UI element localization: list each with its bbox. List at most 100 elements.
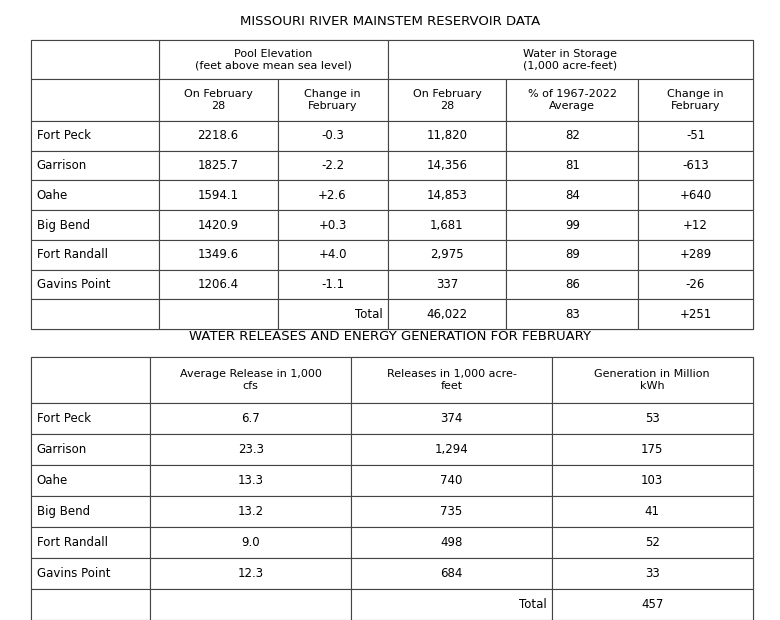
Bar [159, 299, 278, 329]
Bar [351, 403, 552, 434]
Text: Oahe: Oahe [37, 189, 68, 202]
Text: MISSOURI RIVER MAINSTEM RESERVOIR DATA: MISSOURI RIVER MAINSTEM RESERVOIR DATA [240, 16, 540, 28]
Bar [506, 240, 638, 270]
Bar [351, 356, 552, 403]
Text: 23.3: 23.3 [238, 443, 264, 456]
Bar [31, 79, 159, 121]
Bar [151, 356, 351, 403]
Bar [31, 356, 753, 620]
Text: Big Bend: Big Bend [37, 219, 90, 231]
Bar [506, 121, 638, 151]
Bar [159, 151, 278, 180]
Bar [506, 299, 638, 329]
Bar [31, 465, 151, 496]
Bar [31, 240, 159, 270]
Text: 84: 84 [565, 189, 580, 202]
Text: 1,294: 1,294 [434, 443, 468, 456]
Bar [506, 151, 638, 180]
Bar [31, 40, 159, 79]
Bar [151, 496, 351, 527]
Bar [388, 40, 753, 79]
Bar [552, 558, 753, 589]
Bar [638, 79, 753, 121]
Text: Fort Randall: Fort Randall [37, 536, 108, 549]
Text: Garrison: Garrison [37, 159, 87, 172]
Bar [278, 79, 388, 121]
Text: Oahe: Oahe [37, 474, 68, 487]
Text: 83: 83 [565, 308, 580, 321]
Text: Average Release in 1,000
cfs: Average Release in 1,000 cfs [179, 369, 321, 391]
Bar [351, 465, 552, 496]
Bar [638, 151, 753, 180]
Text: +289: +289 [679, 249, 711, 261]
Text: Fort Peck: Fort Peck [37, 412, 90, 425]
Text: 33: 33 [645, 567, 660, 580]
Bar [388, 299, 506, 329]
Text: +251: +251 [679, 308, 711, 321]
Bar [278, 151, 388, 180]
Text: 1349.6: 1349.6 [197, 249, 239, 261]
Bar [151, 589, 351, 620]
Bar [159, 180, 278, 210]
Bar [388, 151, 506, 180]
Bar [159, 270, 278, 299]
Text: On February
28: On February 28 [184, 89, 253, 110]
Text: WATER RELEASES AND ENERGY GENERATION FOR FEBRUARY: WATER RELEASES AND ENERGY GENERATION FOR… [189, 330, 591, 342]
Text: 457: 457 [641, 598, 664, 611]
Bar [278, 210, 388, 240]
Text: 337: 337 [436, 278, 458, 291]
Bar [552, 434, 753, 465]
Bar [159, 79, 278, 121]
Text: 11,820: 11,820 [427, 130, 467, 142]
Text: Releases in 1,000 acre-
feet: Releases in 1,000 acre- feet [387, 369, 516, 391]
Text: -2.2: -2.2 [321, 159, 344, 172]
Bar [638, 180, 753, 210]
Text: +12: +12 [683, 219, 708, 231]
Bar [552, 403, 753, 434]
Text: On February
28: On February 28 [413, 89, 481, 110]
Bar [159, 40, 388, 79]
Text: 740: 740 [440, 474, 463, 487]
Text: 498: 498 [440, 536, 463, 549]
Bar [278, 121, 388, 151]
Bar [638, 299, 753, 329]
Bar [552, 589, 753, 620]
Text: -0.3: -0.3 [321, 130, 344, 142]
Bar [31, 527, 151, 558]
Text: 46,022: 46,022 [427, 308, 467, 321]
Bar [506, 79, 638, 121]
Bar [31, 270, 159, 299]
Bar [351, 558, 552, 589]
Text: Change in
February: Change in February [304, 89, 361, 110]
Bar [31, 558, 151, 589]
Text: Garrison: Garrison [37, 443, 87, 456]
Bar [31, 210, 159, 240]
Text: 6.7: 6.7 [241, 412, 260, 425]
Bar [31, 151, 159, 180]
Bar [351, 527, 552, 558]
Bar [278, 270, 388, 299]
Bar [638, 240, 753, 270]
Text: +0.3: +0.3 [318, 219, 347, 231]
Bar [159, 240, 278, 270]
Text: 89: 89 [565, 249, 580, 261]
Text: 735: 735 [441, 505, 463, 518]
Bar [278, 299, 388, 329]
Bar [388, 270, 506, 299]
Bar [388, 240, 506, 270]
Text: 41: 41 [645, 505, 660, 518]
Text: 86: 86 [565, 278, 580, 291]
Bar [638, 210, 753, 240]
Bar [552, 465, 753, 496]
Bar [31, 40, 753, 329]
Bar [151, 403, 351, 434]
Text: 1206.4: 1206.4 [197, 278, 239, 291]
Text: 1,681: 1,681 [430, 219, 464, 231]
Text: Fort Randall: Fort Randall [37, 249, 108, 261]
Bar [151, 465, 351, 496]
Text: Change in
February: Change in February [667, 89, 724, 110]
Text: -1.1: -1.1 [321, 278, 344, 291]
Bar [31, 589, 151, 620]
Bar [151, 434, 351, 465]
Bar [31, 299, 159, 329]
